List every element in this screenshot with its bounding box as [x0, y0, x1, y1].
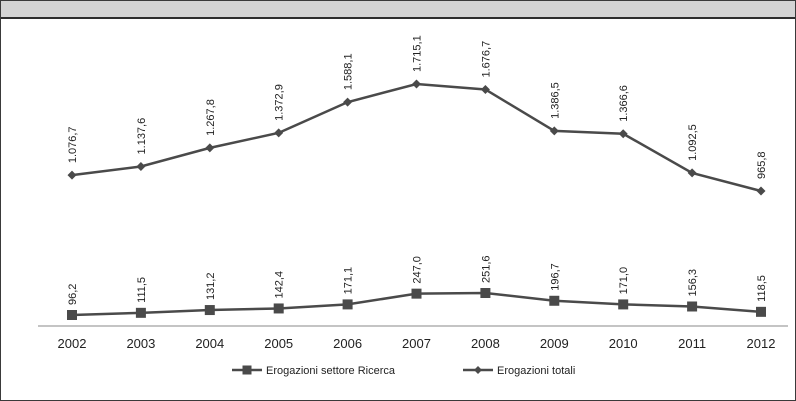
- x-tick-label: 2008: [471, 336, 500, 351]
- legend-marker: [474, 366, 482, 374]
- data-point: [343, 97, 353, 107]
- top-bar: [1, 1, 795, 19]
- data-point: [273, 303, 284, 314]
- legend-marker: [242, 365, 252, 375]
- data-label: 1.267,8: [205, 99, 217, 136]
- data-label: 1.092,5: [687, 124, 699, 161]
- data-label: 142,4: [274, 271, 286, 299]
- data-point: [135, 307, 146, 318]
- data-label: 131,2: [205, 273, 217, 301]
- data-point: [618, 129, 628, 139]
- data-point: [756, 306, 766, 317]
- data-point: [549, 295, 560, 306]
- data-point: [411, 288, 422, 299]
- data-point: [618, 299, 629, 310]
- x-tick-label: 2002: [58, 336, 87, 351]
- data-label: 96,2: [67, 284, 79, 305]
- series-ricerca: 96,2 111,5 131,2 142,4 171,1 247,0 251,6 196,7 1…: [67, 255, 768, 320]
- data-point: [480, 288, 491, 298]
- data-point: [342, 299, 353, 310]
- x-tick-label: 2012: [747, 336, 776, 351]
- data-label: 156,3: [687, 269, 699, 297]
- data-point: [549, 126, 559, 136]
- data-point: [204, 305, 215, 316]
- legend-label: Erogazioni settore Ricerca: [266, 365, 396, 377]
- data-label: 1.372,9: [274, 84, 286, 121]
- legend-item: Erogazioni settore Ricerca: [232, 365, 396, 377]
- data-label: 171,1: [343, 267, 355, 295]
- data-point: [480, 84, 490, 94]
- x-tick-label: 2003: [126, 336, 155, 351]
- data-label: 1.137,6: [136, 118, 148, 155]
- x-tick-label: 2007: [402, 336, 431, 351]
- data-point: [136, 161, 146, 171]
- data-point: [274, 128, 284, 138]
- data-point: [205, 143, 215, 153]
- data-label: 1.386,5: [549, 82, 561, 119]
- x-tick-label: 2011: [678, 336, 706, 351]
- data-label: 118,5: [756, 275, 768, 302]
- data-label: 1.715,1: [412, 35, 424, 72]
- series-line: [71, 82, 762, 193]
- series-totali: 1.076,7 1.137,6 1.267,8 1.372,9 1.588,1 1.715…: [67, 35, 768, 196]
- data-point: [67, 170, 77, 180]
- data-label: 171,0: [618, 267, 630, 295]
- legend-label: Erogazioni totali: [497, 365, 575, 377]
- data-point: [687, 168, 697, 178]
- data-label: 1.588,1: [343, 53, 355, 90]
- data-label: 1.366,6: [618, 85, 630, 122]
- x-tick-label: 2005: [264, 336, 293, 351]
- x-tick-label: 2004: [195, 336, 224, 351]
- data-label: 1.076,7: [67, 126, 79, 163]
- data-label: 196,7: [549, 263, 561, 291]
- x-tick-label: 2006: [333, 336, 362, 351]
- data-label: 251,6: [480, 255, 492, 283]
- data-label: 111,5: [136, 277, 148, 303]
- data-point: [67, 310, 77, 320]
- data-label: 1.676,7: [480, 41, 492, 78]
- x-tick-label: 2010: [609, 336, 638, 351]
- data-label: 247,0: [412, 256, 424, 284]
- legend-item: Erogazioni totali: [463, 365, 575, 377]
- x-tick-label: 2009: [540, 336, 569, 351]
- legend: Erogazioni settore Ricerca Erogazioni tot…: [232, 365, 575, 377]
- data-label: 965,8: [756, 151, 768, 179]
- data-point: [687, 301, 698, 312]
- x-tick-labels: 2002 2003 2004 2005 2006 2007 2008 2009 2010 2011…: [58, 336, 776, 351]
- data-point: [412, 79, 421, 89]
- data-point: [756, 186, 766, 196]
- series-group: 96,2 111,5 131,2 142,4 171,1 247,0 251,6 196,7 1…: [67, 35, 768, 320]
